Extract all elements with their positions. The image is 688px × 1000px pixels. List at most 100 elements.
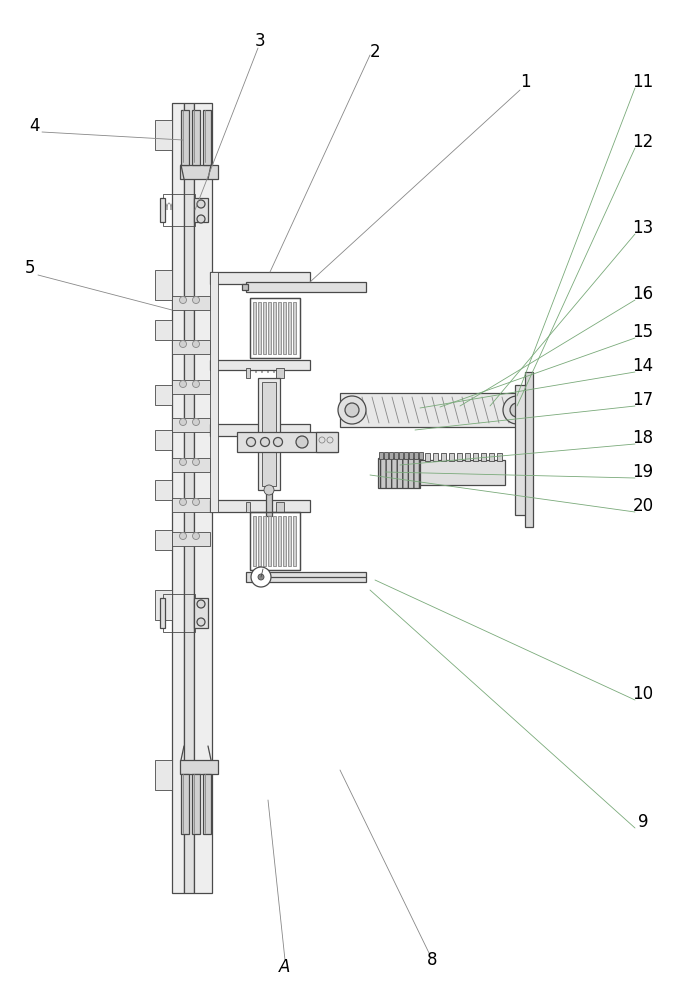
- Text: 16: 16: [632, 285, 654, 303]
- Bar: [409, 452, 413, 459]
- Bar: [155, 120, 172, 150]
- Circle shape: [180, 380, 186, 387]
- Bar: [283, 302, 286, 354]
- Bar: [449, 453, 454, 461]
- Bar: [378, 458, 420, 488]
- Bar: [253, 302, 256, 354]
- Bar: [155, 480, 172, 500]
- Bar: [273, 516, 276, 566]
- Bar: [293, 516, 296, 566]
- Circle shape: [180, 296, 186, 304]
- Circle shape: [197, 600, 205, 608]
- Bar: [210, 272, 218, 512]
- Bar: [379, 452, 383, 459]
- Circle shape: [197, 200, 205, 208]
- Bar: [194, 103, 212, 893]
- Circle shape: [503, 396, 531, 424]
- Circle shape: [180, 418, 186, 426]
- Bar: [250, 298, 300, 358]
- Bar: [180, 165, 218, 179]
- Text: 11: 11: [632, 73, 654, 91]
- Text: 15: 15: [632, 323, 654, 341]
- Bar: [246, 368, 250, 378]
- Bar: [262, 382, 276, 486]
- Bar: [210, 424, 310, 436]
- Bar: [180, 760, 218, 774]
- Circle shape: [197, 618, 205, 626]
- Circle shape: [180, 458, 186, 466]
- Bar: [278, 516, 281, 566]
- Bar: [481, 453, 486, 461]
- Bar: [414, 452, 418, 459]
- Circle shape: [338, 396, 366, 424]
- Circle shape: [193, 296, 200, 304]
- Bar: [389, 452, 393, 459]
- Circle shape: [251, 567, 271, 587]
- Circle shape: [264, 485, 274, 495]
- Bar: [497, 453, 502, 461]
- Text: 17: 17: [632, 391, 654, 409]
- Bar: [515, 385, 527, 515]
- Circle shape: [193, 498, 200, 506]
- Bar: [172, 532, 210, 546]
- Bar: [203, 774, 211, 834]
- Circle shape: [197, 215, 205, 223]
- Bar: [525, 372, 533, 527]
- Circle shape: [180, 498, 186, 506]
- Bar: [210, 360, 310, 370]
- Text: 13: 13: [632, 219, 654, 237]
- Bar: [172, 498, 210, 512]
- Text: 2: 2: [369, 43, 380, 61]
- Bar: [163, 194, 195, 226]
- Bar: [263, 302, 266, 354]
- Bar: [489, 453, 494, 461]
- Bar: [181, 110, 189, 165]
- Bar: [172, 418, 210, 432]
- Bar: [172, 296, 210, 310]
- Bar: [293, 302, 296, 354]
- Circle shape: [296, 436, 308, 448]
- Circle shape: [193, 418, 200, 426]
- Bar: [155, 760, 172, 790]
- Circle shape: [246, 438, 255, 446]
- Bar: [172, 458, 210, 472]
- Bar: [250, 512, 300, 570]
- Bar: [155, 320, 172, 340]
- Circle shape: [193, 532, 200, 540]
- Circle shape: [180, 532, 186, 540]
- Bar: [433, 453, 438, 461]
- Bar: [384, 452, 388, 459]
- Bar: [288, 302, 291, 354]
- Bar: [203, 110, 211, 165]
- Bar: [242, 284, 248, 290]
- Bar: [246, 502, 250, 512]
- Bar: [457, 453, 462, 461]
- Bar: [160, 198, 165, 222]
- Bar: [419, 452, 423, 459]
- Bar: [258, 378, 280, 490]
- Bar: [194, 198, 208, 222]
- Bar: [278, 302, 281, 354]
- Text: 18: 18: [632, 429, 654, 447]
- Bar: [268, 516, 271, 566]
- Bar: [263, 516, 266, 566]
- Bar: [441, 453, 446, 461]
- Bar: [160, 598, 165, 628]
- Bar: [250, 298, 300, 358]
- Bar: [172, 380, 210, 394]
- Bar: [258, 302, 261, 354]
- Text: A: A: [279, 958, 291, 976]
- Circle shape: [261, 438, 270, 446]
- Bar: [210, 500, 310, 512]
- Bar: [250, 512, 300, 570]
- Bar: [163, 594, 195, 632]
- Bar: [404, 452, 408, 459]
- Bar: [172, 103, 184, 893]
- Bar: [184, 103, 194, 893]
- Bar: [192, 110, 200, 165]
- Bar: [237, 432, 337, 452]
- Text: 14: 14: [632, 357, 654, 375]
- Bar: [192, 774, 200, 834]
- Text: 4: 4: [30, 117, 41, 135]
- Circle shape: [180, 340, 186, 348]
